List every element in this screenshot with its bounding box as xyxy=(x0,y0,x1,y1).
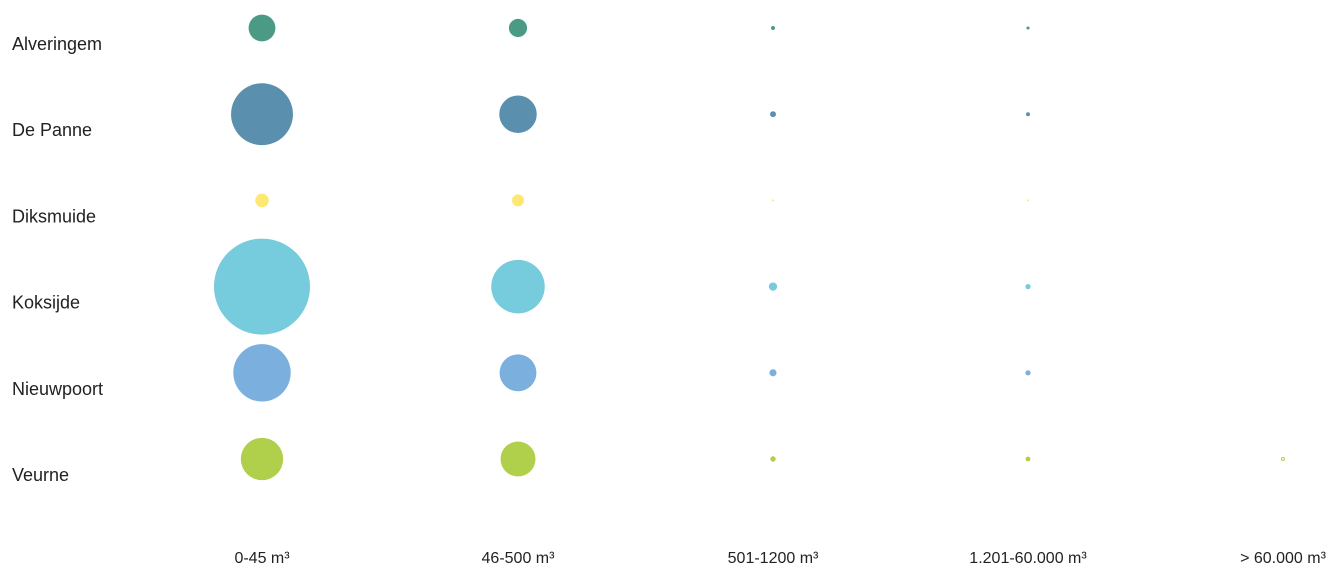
bubble-alveringem-2[interactable] xyxy=(771,26,775,30)
bubble-veurne-0[interactable] xyxy=(240,437,284,481)
bubble-alveringem-3[interactable] xyxy=(1026,26,1030,30)
bubble-diksmuide-3[interactable] xyxy=(1027,199,1029,202)
bubble-de-panne-1[interactable] xyxy=(499,95,537,133)
bubble-de-panne-2[interactable] xyxy=(770,111,776,118)
bubble-nieuwpoort-0[interactable] xyxy=(233,344,291,402)
bubble-veurne-1[interactable] xyxy=(500,441,536,477)
bubble-de-panne-0[interactable] xyxy=(231,83,293,146)
bubble-koksijde-0[interactable] xyxy=(214,238,310,335)
column-label-2: 501-1200 m³ xyxy=(728,550,819,567)
column-label-0: 0-45 m³ xyxy=(234,550,290,567)
bubble-veurne-4[interactable] xyxy=(1281,457,1285,461)
column-label-4: > 60.000 m³ xyxy=(1240,550,1327,567)
bubble-koksijde-2[interactable] xyxy=(768,282,778,291)
bubble-nieuwpoort-3[interactable] xyxy=(1025,370,1031,376)
row-label-nieuwpoort: Nieuwpoort xyxy=(12,379,103,399)
column-label-3: 1.201-60.000 m³ xyxy=(969,550,1087,567)
row-label-veurne: Veurne xyxy=(12,465,69,485)
bubble-nieuwpoort-1[interactable] xyxy=(499,354,537,392)
row-label-koksijde: Koksijde xyxy=(12,293,80,313)
bubble-de-panne-3[interactable] xyxy=(1026,112,1030,117)
bubble-koksijde-3[interactable] xyxy=(1025,283,1031,290)
column-label-1: 46-500 m³ xyxy=(482,550,556,567)
bubble-nieuwpoort-2[interactable] xyxy=(769,369,777,377)
column-labels: 0-45 m³ 46-500 m³ 501-1200 m³ 1.201-60.000 … xyxy=(234,550,1326,567)
bubble-veurne-3[interactable] xyxy=(1025,456,1031,462)
row-label-diksmuide: Diksmuide xyxy=(12,206,96,226)
bubbles xyxy=(214,14,1285,481)
row-label-de-panne: De Panne xyxy=(12,120,92,140)
bubble-alveringem-1[interactable] xyxy=(508,18,528,38)
bubble-koksijde-1[interactable] xyxy=(491,259,545,314)
bubble-diksmuide-0[interactable] xyxy=(255,193,269,208)
bubble-veurne-2[interactable] xyxy=(770,456,776,462)
row-label-alveringem: Alveringem xyxy=(12,34,102,54)
bubble-diksmuide-1[interactable] xyxy=(511,194,525,207)
bubble-alveringem-0[interactable] xyxy=(248,14,276,42)
row-labels: Alveringem De Panne Diksmuide Koksijde Nieuw… xyxy=(12,34,103,485)
bubble-diksmuide-2[interactable] xyxy=(772,199,774,202)
